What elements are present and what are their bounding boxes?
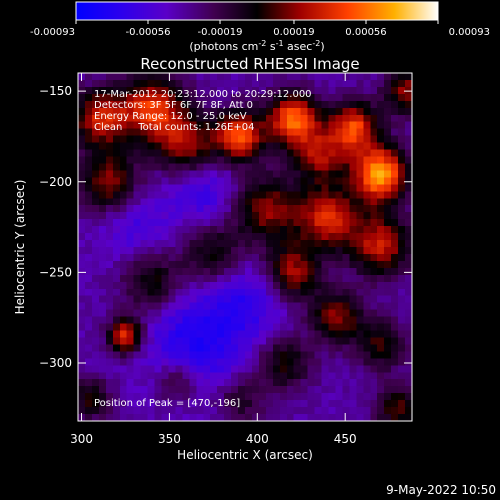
footer-date: 9-May-2022 10:50 [386, 483, 496, 497]
annotation-clean-counts: Clean Total counts: 1.26E+04 [94, 122, 254, 133]
annotation-detectors: Detectors: 3F 5F 6F 7F 8F, Att 0 [94, 100, 253, 111]
heatmap-pixels [78, 73, 412, 421]
y-tick-label: −250 [39, 265, 72, 279]
x-tick-label: 450 [334, 432, 357, 446]
x-tick-label: 300 [70, 432, 93, 446]
colorbar: -0.00093 -0.00056 -0.00019 0.00019 0.00056 0.… [30, 1, 490, 53]
colorbar-tick-label: -0.00019 [198, 27, 243, 38]
y-tick-label: −150 [39, 84, 72, 98]
colorbar-tick-label: 0.00056 [345, 27, 386, 38]
y-tick-label: −200 [39, 175, 72, 189]
x-axis: 300 350 400 450 [70, 73, 357, 446]
y-axis-label: Heliocentric Y (arcsec) [13, 180, 27, 315]
plot-frame [77, 72, 413, 422]
colorbar-ticks: -0.00093 -0.00056 -0.00019 0.00019 0.00056 0.… [30, 20, 490, 38]
colorbar-tick-label: 0.00019 [273, 27, 314, 38]
colorbar-unit-label: (photons cm-2 s-1 asec-2) [189, 39, 324, 53]
heatmap-image [78, 73, 412, 421]
colorbar-tick-label: -0.00093 [30, 27, 75, 38]
y-axis: −150 −200 −250 −300 [39, 84, 412, 370]
x-axis-label: Heliocentric X (arcsec) [177, 448, 313, 462]
annotation-block: 17-Mar-2012 20:23:12.000 to 20:29:12.000… [94, 89, 312, 133]
x-tick-label: 400 [246, 432, 269, 446]
annotation-energy-range: Energy Range: 12.0 - 25.0 keV [94, 111, 247, 122]
colorbar-gradient [75, 1, 439, 21]
chart-title: Reconstructed RHESSI Image [140, 55, 359, 73]
y-tick-label: −300 [39, 356, 72, 370]
peak-position-label: Position of Peak = [470,-196] [94, 398, 240, 409]
annotation-time-range: 17-Mar-2012 20:23:12.000 to 20:29:12.000 [94, 89, 312, 100]
colorbar-tick-label: 0.00093 [449, 27, 490, 38]
colorbar-tick-label: -0.00056 [126, 27, 171, 38]
x-tick-label: 350 [158, 432, 181, 446]
